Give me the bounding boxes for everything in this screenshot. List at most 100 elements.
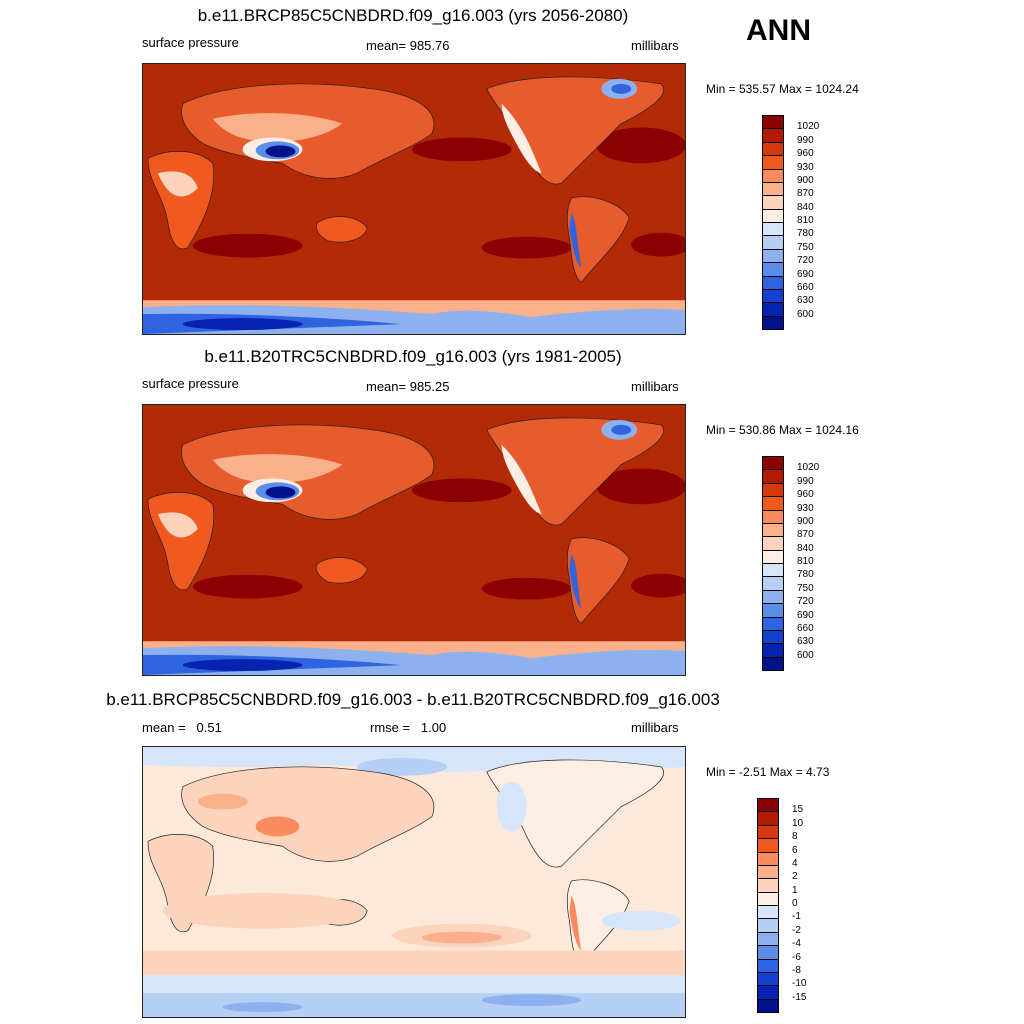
colorbar-level-label: 600 bbox=[797, 649, 814, 661]
colorbar-level-label: 690 bbox=[797, 268, 814, 280]
colorbar-swatch bbox=[762, 522, 784, 538]
colorbar-level-label: 690 bbox=[797, 609, 814, 621]
panel-3-map bbox=[142, 746, 686, 1018]
colorbar-level-label: 990 bbox=[797, 475, 814, 487]
colorbar-level-label: 780 bbox=[797, 569, 814, 581]
colorbar-swatch bbox=[762, 235, 784, 250]
colorbar-level-label: 6 bbox=[792, 844, 798, 856]
colorbar-level-label: 840 bbox=[797, 542, 814, 554]
panel-3-units-label: millibars bbox=[631, 720, 679, 735]
colorbar-level-label: 720 bbox=[797, 255, 814, 267]
colorbar-swatch bbox=[762, 208, 784, 223]
colorbar-level-label: -15 bbox=[792, 991, 807, 1003]
panel-2-title: b.e11.B20TRC5CNBDRD.f09_g16.003 (yrs 198… bbox=[204, 347, 622, 366]
colorbar-swatch bbox=[762, 155, 784, 170]
colorbar-swatch bbox=[757, 985, 779, 1000]
colorbar-swatch bbox=[762, 496, 784, 511]
panel-2-variable-label: surface pressure bbox=[142, 376, 239, 391]
colorbar-level-label: 750 bbox=[797, 582, 814, 594]
colorbar-swatch bbox=[762, 248, 784, 264]
colorbar-swatch bbox=[757, 905, 779, 920]
panel-1-units-label: millibars bbox=[631, 38, 679, 53]
colorbar-level-label: -8 bbox=[792, 964, 801, 976]
colorbar-level-label: 660 bbox=[797, 281, 814, 293]
colorbar-level-label: 1 bbox=[792, 884, 798, 896]
panel-2-colorbar: 1020 990 960 930 900 870 840 810 780 750 720 690 660… bbox=[762, 456, 852, 671]
colorbar-level-label: 930 bbox=[797, 161, 814, 173]
colorbar-level-label: 870 bbox=[797, 529, 814, 541]
colorbar-level-label: 810 bbox=[797, 556, 814, 567]
colorbar-swatch bbox=[762, 589, 784, 605]
colorbar-level-label: 10 bbox=[792, 817, 804, 829]
colorbar-swatch bbox=[762, 643, 784, 658]
panel-1-map bbox=[142, 63, 686, 335]
colorbar-swatch bbox=[757, 971, 779, 987]
panel-1-colorbar: 1020 990 960 930 900 870 840 810 780 750 720 690 660… bbox=[762, 115, 852, 330]
colorbar-level-label: -6 bbox=[792, 951, 801, 963]
colorbar-level-label: 780 bbox=[797, 228, 814, 240]
colorbar-level-label: 900 bbox=[797, 515, 814, 527]
colorbar-swatch bbox=[762, 616, 784, 631]
panel-1-contour-map bbox=[143, 64, 685, 334]
colorbar-level-label: 630 bbox=[797, 636, 814, 648]
colorbar-level-label: -4 bbox=[792, 938, 801, 950]
colorbar-level-label: 4 bbox=[792, 857, 798, 869]
colorbar-swatch bbox=[762, 482, 784, 498]
colorbar-swatch bbox=[757, 824, 779, 840]
colorbar-swatch bbox=[757, 931, 779, 947]
colorbar-swatch bbox=[762, 469, 784, 484]
colorbar-swatch bbox=[762, 128, 784, 143]
colorbar-swatch bbox=[757, 945, 779, 960]
colorbar-swatch bbox=[757, 958, 779, 973]
panel-3-rmse-label: rmse = 1.00 bbox=[370, 720, 447, 735]
colorbar-swatch bbox=[757, 798, 779, 813]
colorbar-level-label: 750 bbox=[797, 241, 814, 253]
colorbar-level-label: 840 bbox=[797, 201, 814, 213]
colorbar-swatch bbox=[757, 811, 779, 826]
colorbar-swatch bbox=[762, 222, 784, 237]
panel-3-colorbar: 15 10 8 6 4 2 1 0 -1 -2 -4 -6 -8 -10 -15 bbox=[757, 798, 852, 1013]
colorbar-level-label: 0 bbox=[792, 898, 798, 909]
colorbar-level-label: 960 bbox=[797, 489, 814, 501]
colorbar-level-label: 870 bbox=[797, 188, 814, 200]
season-label: ANN bbox=[746, 14, 811, 47]
panel-1-variable-label: surface pressure bbox=[142, 35, 239, 50]
panel-3-minmax: Min = -2.51 Max = 4.73 bbox=[706, 765, 830, 779]
colorbar-swatch bbox=[762, 629, 784, 645]
colorbar-level-label: 990 bbox=[797, 134, 814, 146]
colorbar-swatch bbox=[762, 168, 784, 183]
panel-2-minmax: Min = 530.86 Max = 1024.16 bbox=[706, 423, 859, 437]
panel-2-map bbox=[142, 404, 686, 676]
colorbar-swatch bbox=[762, 181, 784, 197]
colorbar-level-label: 1020 bbox=[797, 462, 820, 474]
colorbar-swatch bbox=[762, 115, 784, 130]
colorbar-level-label: 630 bbox=[797, 295, 814, 307]
colorbar-swatch bbox=[757, 864, 779, 880]
colorbar-level-label: 15 bbox=[792, 804, 804, 816]
colorbar-swatch bbox=[762, 656, 784, 671]
colorbar-swatch bbox=[762, 302, 784, 317]
colorbar-swatch bbox=[762, 288, 784, 304]
colorbar-swatch bbox=[762, 576, 784, 591]
colorbar-swatch bbox=[757, 851, 779, 866]
colorbar-level-label: -1 bbox=[792, 911, 801, 923]
colorbar-swatch bbox=[762, 509, 784, 524]
colorbar-swatch bbox=[762, 456, 784, 471]
colorbar-swatch bbox=[762, 141, 784, 157]
colorbar-swatch bbox=[757, 838, 779, 853]
panel-1-minmax: Min = 535.57 Max = 1024.24 bbox=[706, 82, 859, 96]
colorbar-swatch bbox=[762, 195, 784, 210]
colorbar-level-label: 810 bbox=[797, 215, 814, 226]
colorbar-swatch bbox=[757, 918, 779, 933]
colorbar-level-label: 1020 bbox=[797, 121, 820, 133]
colorbar-swatch bbox=[762, 275, 784, 290]
colorbar-swatch bbox=[757, 878, 779, 893]
colorbar-level-label: -2 bbox=[792, 924, 801, 936]
panel-3-contour-map bbox=[143, 747, 685, 1017]
colorbar-level-label: 930 bbox=[797, 502, 814, 514]
colorbar-swatch bbox=[762, 549, 784, 564]
panel-3-title: b.e11.BRCP85C5CNBDRD.f09_g16.003 - b.e11… bbox=[106, 690, 720, 709]
colorbar-level-label: 900 bbox=[797, 174, 814, 186]
colorbar-level-label: 660 bbox=[797, 622, 814, 634]
colorbar-level-label: 8 bbox=[792, 831, 798, 843]
